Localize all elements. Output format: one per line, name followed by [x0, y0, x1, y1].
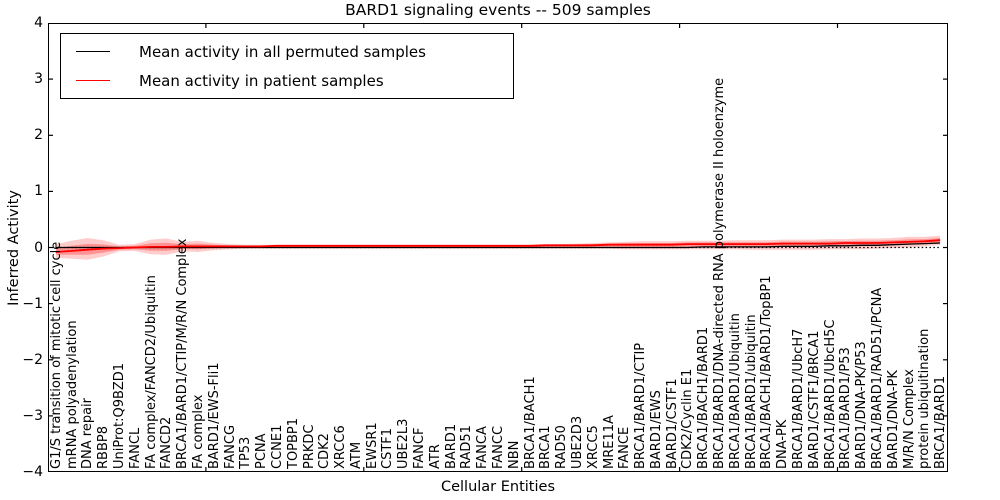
x-tick-label: FANCD2: [159, 416, 175, 469]
chart-title: BARD1 signaling events -- 509 samples: [345, 1, 651, 19]
x-tick-label: BARD1: [443, 423, 459, 469]
x-tick-label: BARD1/EWS: [648, 390, 664, 469]
legend-line-permuted: [76, 51, 110, 52]
x-tick-label: BRCA1/BACH1: [522, 376, 538, 469]
x-tick-label: TP53: [238, 436, 254, 469]
x-axis-label: Cellular Entities: [440, 479, 556, 495]
x-tick-label: EWSR1: [364, 422, 380, 469]
legend: Mean activity in all permuted samples Mea…: [60, 33, 514, 99]
x-tick-label: BRCA1/BARD1/CTIP: [633, 342, 649, 469]
x-tick-label: BRCA1/BARD1/UbcH5C: [822, 319, 838, 469]
x-tick-label: BRCA1/BARD1/Ubiquitin: [727, 313, 743, 469]
x-tick-label: XRCC5: [585, 425, 601, 469]
x-tick-label: BRCA1/BARD1/RAD51/PCNA: [869, 287, 885, 469]
legend-line-patient: [76, 80, 110, 81]
x-tick-label: RAD51: [459, 425, 475, 469]
x-tick-label: ATR: [427, 444, 443, 469]
y-tick-label: −4: [22, 464, 43, 480]
x-tick-label: BRCA1/BARD1/UbcH7: [791, 328, 806, 469]
x-tick-label: BRCA1/BARD1/ubiquitin: [743, 314, 759, 469]
legend-item: Mean activity in all permuted samples: [61, 37, 513, 66]
x-tick-label: BARD1/DNA-PK/P53: [854, 341, 870, 469]
y-tick-label: 4: [34, 15, 43, 31]
y-tick-label: 3: [34, 71, 43, 88]
y-tick-label: −1: [22, 295, 43, 312]
x-tick-label: protein ubiquitination: [917, 328, 933, 469]
legend-item: Mean activity in patient samples: [61, 66, 513, 95]
x-tick-label: UniProt:Q9BZD1: [112, 362, 128, 469]
x-tick-label: RBBP8: [96, 426, 112, 469]
x-tick-label: FA complex: [191, 394, 206, 469]
x-tick-label: BRCA1/BARD1: [933, 375, 949, 469]
y-tick-label: −3: [22, 407, 43, 424]
x-tick-label: BRCA1/BARD1/DNA-directed RNA polymerase …: [712, 77, 728, 469]
x-tick-label: FANCA: [475, 426, 491, 469]
x-tick-label: CDK2/Cyclin E1: [680, 368, 696, 469]
x-tick-label: BRCA1/BARD1/CTIP/M/R/N Complex: [175, 238, 191, 469]
x-tick-label: RAD50: [554, 425, 570, 469]
x-tick-label: BRCA1/BACH1/BARD1: [696, 326, 712, 469]
x-tick-label: CDK2: [317, 433, 333, 469]
x-tick-label: DNA repair: [80, 398, 96, 469]
x-tick-label: BARD1/EWS-Fli1: [206, 362, 222, 470]
patient-mean-line: [55, 239, 941, 253]
x-tick-label: G1/S transition of mitotic cell cycle: [48, 241, 64, 469]
x-tick-label: mRNA polyadenylation: [64, 320, 80, 469]
x-tick-label: CSTF1: [380, 427, 396, 469]
x-tick-label: CCNE1: [269, 424, 285, 469]
x-tick-label: NBN: [506, 440, 522, 469]
x-tick-label: FANCL: [127, 427, 143, 469]
y-tick-label: 1: [34, 183, 43, 200]
x-tick-label: UBE2L3: [396, 418, 412, 469]
x-tick-label: MRE11A: [601, 415, 617, 469]
x-tick-label: FANCF: [412, 427, 428, 469]
y-tick-label: −2: [22, 351, 43, 368]
y-tick-label: 2: [34, 127, 43, 144]
x-tick-label: BRCA1/BARD1/P53: [838, 347, 854, 469]
legend-item-label: Mean activity in patient samples: [139, 71, 384, 90]
x-tick-label: BRCA1: [538, 425, 554, 469]
legend-item-label: Mean activity in all permuted samples: [139, 42, 426, 61]
x-tick-label: PRKDC: [301, 424, 317, 469]
permuted-mean-line: [55, 242, 941, 249]
x-tick-label: FA complex/FANCD2/Ubiquitin: [143, 275, 159, 469]
x-tick-label: PCNA: [254, 433, 270, 469]
x-tick-label: BARD1/CSTF1: [664, 378, 680, 469]
x-tick-label: ATM: [348, 441, 364, 469]
x-tick-label: BRCA1/BACH1/BARD1/TopBP1: [759, 275, 775, 469]
x-tick-label: BARD1/CSTF1/BRCA1: [806, 330, 822, 469]
x-tick-label: FANCC: [491, 425, 506, 469]
x-tick-label: DNA-PK: [775, 419, 791, 469]
x-tick-label: FANCG: [222, 424, 238, 469]
x-tick-label: XRCC6: [333, 425, 349, 469]
chart-canvas: [48, 23, 948, 472]
x-tick-label: TOPBP1: [285, 417, 301, 469]
x-tick-label: UBE2D3: [569, 415, 585, 469]
x-tick-label: M/R/N Complex: [901, 369, 917, 469]
x-tick-label: FANCE: [617, 426, 633, 469]
y-tick-label: 0: [34, 239, 43, 256]
x-tick-label: BARD1/DNA-PK: [885, 370, 901, 469]
